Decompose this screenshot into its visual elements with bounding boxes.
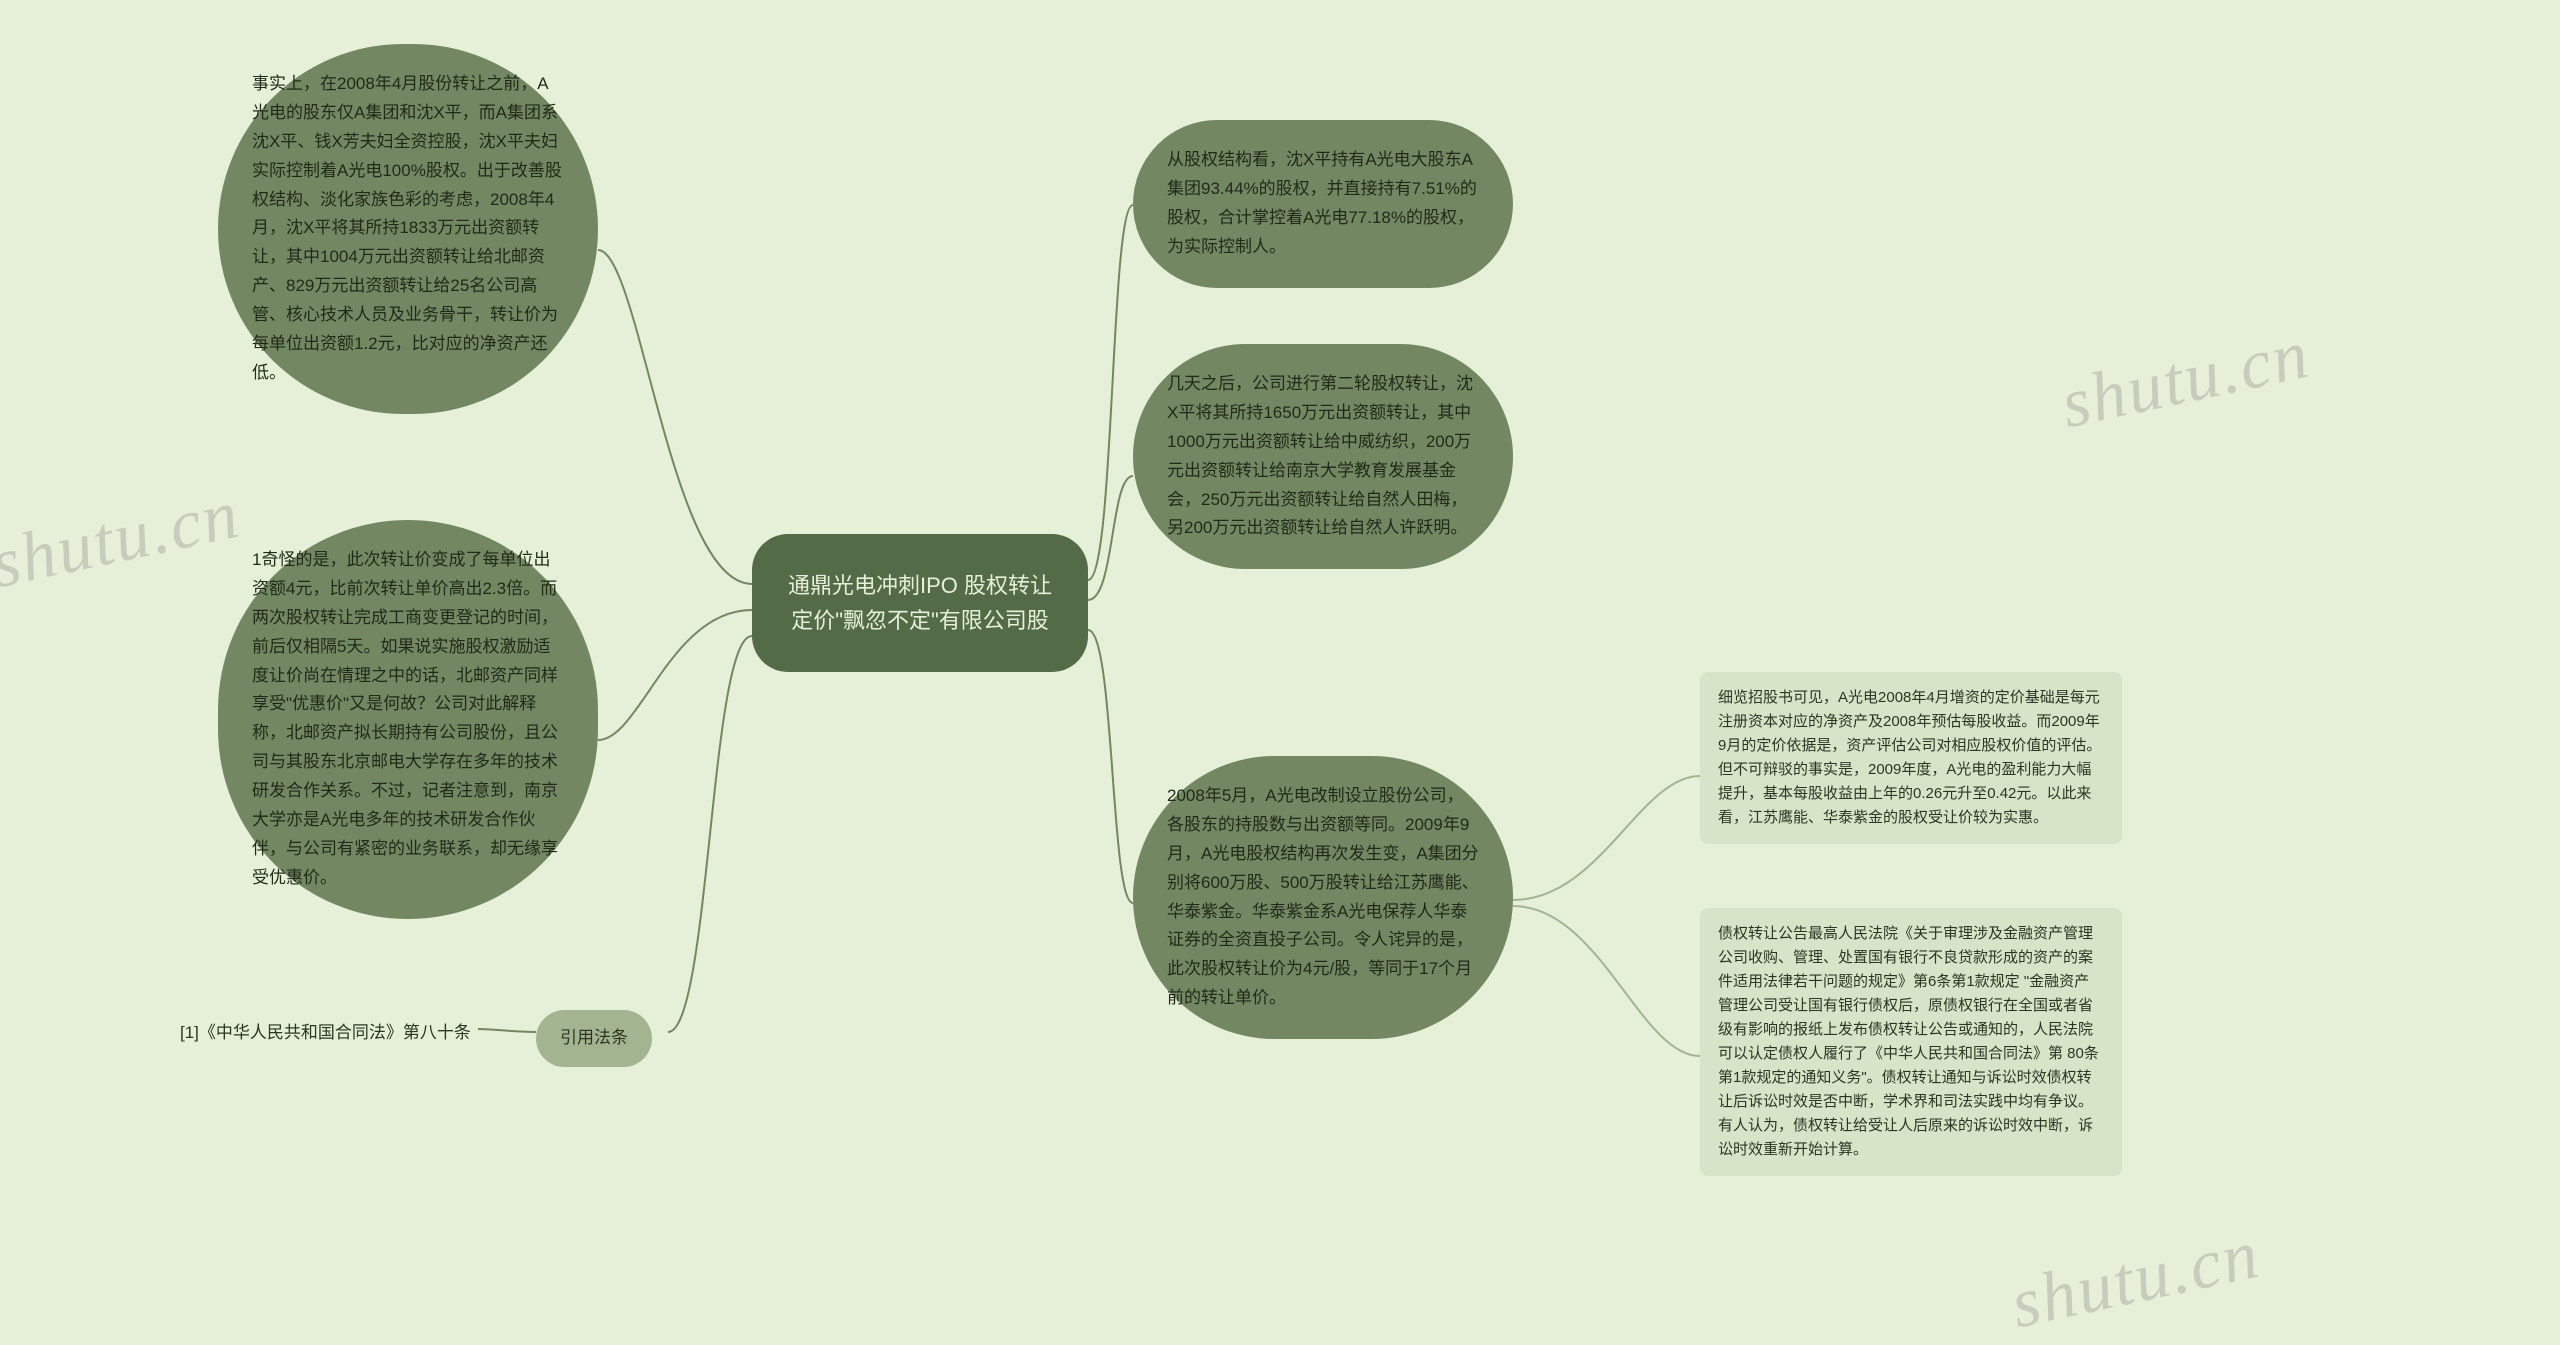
right-node-1-text: 从股权结构看，沈X平持有A光电大股东A集团93.44%的股权，并直接持有7.51… — [1167, 150, 1477, 256]
citation-pill-text: 引用法条 — [560, 1028, 628, 1047]
note-1-text: 细览招股书可见，A光电2008年4月增资的定价基础是每元注册资本对应的净资产及2… — [1718, 689, 2101, 826]
center-node: 通鼎光电冲刺IPO 股权转让定价"飘忽不定"有限公司股 — [752, 534, 1088, 672]
left-node-2-text: 1奇怪的是，此次转让价变成了每单位出资额4元，比前次转让单价高出2.3倍。而两次… — [252, 550, 558, 887]
right-node-3: 2008年5月，A光电改制设立股份公司，各股东的持股数与出资额等同。2009年9… — [1133, 756, 1513, 1039]
watermark-3: shutu.cn — [2004, 1215, 2266, 1345]
right-node-1: 从股权结构看，沈X平持有A光电大股东A集团93.44%的股权，并直接持有7.51… — [1133, 120, 1513, 288]
note-1: 细览招股书可见，A光电2008年4月增资的定价基础是每元注册资本对应的净资产及2… — [1700, 672, 2122, 844]
note-2-text: 债权转让公告最高人民法院《关于审理涉及金融资产管理公司收购、管理、处置国有银行不… — [1718, 925, 2099, 1158]
citation-pill: 引用法条 — [536, 1010, 652, 1067]
left-node-1-text: 事实上，在2008年4月股份转让之前，A光电的股东仅A集团和沈X平，而A集团系沈… — [252, 74, 562, 382]
right-node-2-text: 几天之后，公司进行第二轮股权转让，沈X平将其所持1650万元出资额转让，其中10… — [1167, 374, 1473, 537]
watermark-3-text: shutu.cn — [2005, 1216, 2267, 1344]
center-text: 通鼎光电冲刺IPO 股权转让定价"飘忽不定"有限公司股 — [788, 573, 1052, 633]
right-node-3-text: 2008年5月，A光电改制设立股份公司，各股东的持股数与出资额等同。2009年9… — [1167, 786, 1479, 1007]
right-node-2: 几天之后，公司进行第二轮股权转让，沈X平将其所持1650万元出资额转让，其中10… — [1133, 344, 1513, 569]
left-node-2: 1奇怪的是，此次转让价变成了每单位出资额4元，比前次转让单价高出2.3倍。而两次… — [218, 520, 598, 919]
watermark-2-text: shutu.cn — [2055, 316, 2317, 444]
left-node-1: 事实上，在2008年4月股份转让之前，A光电的股东仅A集团和沈X平，而A集团系沈… — [218, 44, 598, 414]
citation-ref: [1]《中华人民共和国合同法》第八十条 — [180, 1020, 471, 1046]
watermark-2: shutu.cn — [2054, 315, 2316, 445]
citation-ref-text: [1]《中华人民共和国合同法》第八十条 — [180, 1023, 471, 1042]
watermark-1-text: shutu.cn — [0, 476, 246, 604]
watermark-1: shutu.cn — [0, 475, 247, 605]
note-2: 债权转让公告最高人民法院《关于审理涉及金融资产管理公司收购、管理、处置国有银行不… — [1700, 908, 2122, 1176]
